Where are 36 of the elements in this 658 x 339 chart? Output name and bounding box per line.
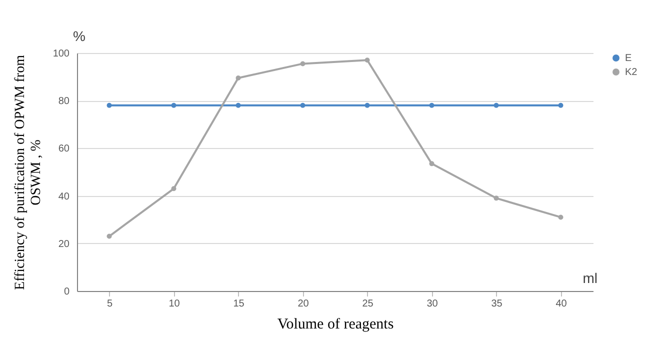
point <box>106 234 112 239</box>
point <box>236 102 241 108</box>
x-tick-label: 20 <box>298 298 310 310</box>
point <box>171 102 176 108</box>
point <box>558 102 564 108</box>
y-tick-label: 80 <box>58 96 70 108</box>
point <box>429 102 434 108</box>
y-tick-label: 100 <box>52 48 70 60</box>
point <box>494 102 499 108</box>
point <box>300 102 306 108</box>
y-tick-label: 40 <box>58 191 70 202</box>
point <box>364 102 370 108</box>
x-tick-label: 30 <box>426 298 438 310</box>
legend-label: K2 <box>625 67 638 78</box>
text: % <box>73 28 86 44</box>
x-axis-title: Volume of reagents <box>277 316 394 332</box>
x-tick-label: 25 <box>362 298 374 310</box>
x-tick-label: 10 <box>168 298 180 310</box>
x-tick-label: 35 <box>491 298 503 310</box>
legend-label: E <box>625 53 632 64</box>
point <box>558 214 564 220</box>
x-tick-label: 40 <box>556 298 568 310</box>
point <box>171 186 176 192</box>
point <box>236 75 241 80</box>
point <box>494 196 499 201</box>
x-tick-label: 5 <box>106 298 113 310</box>
annotation: ml <box>582 270 598 286</box>
y-tick-label: 20 <box>58 238 70 250</box>
y-tick-label: 60 <box>58 144 70 155</box>
point <box>106 102 112 108</box>
y-tick-label: 0 <box>64 286 70 298</box>
point <box>364 58 370 63</box>
x-tick-label: 15 <box>233 298 245 310</box>
point <box>429 161 434 166</box>
y-axis-title: Efficiency of purification of OPWM from OSWM , % <box>12 54 44 290</box>
point <box>300 61 306 66</box>
